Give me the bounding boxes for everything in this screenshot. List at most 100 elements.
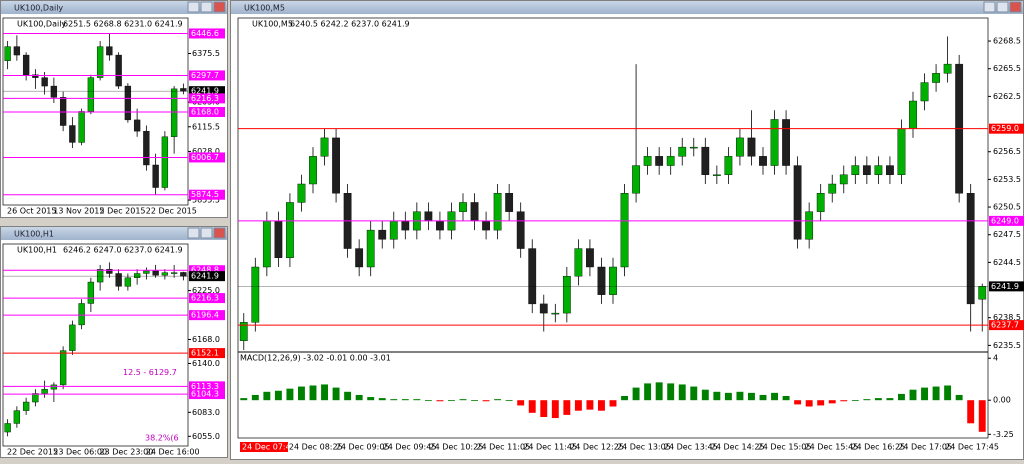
candle-body — [41, 77, 48, 87]
macd-bar — [378, 398, 386, 401]
candle-body — [355, 248, 364, 268]
level-label: 6196.4 — [191, 311, 219, 320]
candle-body — [32, 393, 39, 403]
macd-bar — [736, 391, 744, 401]
macd-bar — [482, 400, 490, 402]
y-tick-label: 6250.5 — [993, 203, 1021, 212]
macd-bar — [436, 400, 444, 402]
candle-body — [96, 46, 104, 78]
candle-body — [620, 193, 629, 268]
y-tick-label: 6238.5 — [993, 313, 1021, 322]
candle-body — [782, 119, 790, 166]
level-tag — [989, 215, 1024, 226]
level-label: 6259.0 — [991, 124, 1019, 133]
macd-bar — [517, 400, 525, 406]
symbol-info: UK100,H1 — [17, 246, 57, 255]
annotation: 38.2%(6 — [145, 434, 179, 443]
x-tick-label: 24 Dec 16:00 — [146, 448, 200, 457]
macd-bar — [898, 393, 905, 401]
x-tick-label: 24 Dec 09:45 — [383, 443, 437, 452]
candle-body — [297, 183, 306, 203]
candle-body — [701, 146, 710, 175]
macd-bar — [955, 394, 963, 401]
candle-body — [69, 324, 76, 351]
candle-body — [551, 312, 560, 315]
macd-bar — [494, 399, 502, 401]
window-button[interactable] — [996, 1, 1009, 13]
x-tick-label: 24 Dec 13:05 — [617, 443, 671, 452]
candle-body — [133, 273, 141, 278]
window-button[interactable] — [187, 1, 200, 13]
macd-bar — [909, 389, 917, 401]
candle-body — [13, 46, 21, 56]
candle-body — [793, 165, 802, 240]
candle-body — [32, 74, 39, 78]
candle-body — [759, 156, 767, 166]
candle-body — [724, 156, 733, 175]
macd-bar — [701, 389, 709, 401]
y-tick-label: 0.00 — [993, 396, 1011, 405]
candle-body — [689, 146, 698, 149]
annotation: 12.5 - 6129.7 — [123, 368, 177, 377]
candle-body — [816, 193, 825, 212]
title-bar — [1, 1, 227, 14]
x-tick-label: 24 Dec 16:25 — [851, 443, 905, 452]
macd-bar — [609, 400, 617, 407]
window-button[interactable] — [200, 227, 213, 239]
macd-bar — [644, 383, 652, 401]
level-tag — [189, 93, 225, 104]
candle-body — [897, 128, 906, 175]
y-tick-label: 6265.5 — [993, 64, 1021, 73]
macd-bar — [967, 400, 975, 424]
candle-body — [839, 174, 848, 185]
window-button[interactable] — [1009, 1, 1022, 13]
window-button[interactable] — [213, 1, 226, 13]
candle-body — [170, 272, 178, 274]
macd-bar — [851, 400, 859, 401]
candle-body — [161, 272, 169, 276]
macd-bar — [563, 400, 571, 415]
macd-bar — [759, 394, 767, 401]
y-tick-label: 6375.5 — [192, 49, 220, 58]
candle-body — [69, 125, 76, 143]
macd-bar — [540, 400, 548, 417]
candle-body — [4, 423, 11, 433]
y-tick-label: -3.25 — [993, 430, 1014, 439]
candle-body — [161, 136, 169, 188]
x-tick-label: 24 Dec 17:45 — [945, 443, 999, 452]
window-title: UK100,H1 — [14, 230, 54, 239]
ohlc-info: 6251.5 6268.8 6231.0 6241.9 — [63, 20, 183, 29]
level-label: 6168.0 — [191, 107, 219, 116]
candle-body — [41, 388, 48, 394]
candle-body — [366, 229, 375, 268]
window-button[interactable] — [983, 1, 996, 13]
x-tick-label: 24 Dec 17:05 — [898, 443, 952, 452]
candle-body — [505, 193, 514, 212]
macd-bar — [551, 400, 559, 419]
level-tag — [189, 348, 225, 359]
candle-body — [562, 276, 571, 314]
macd-bar — [805, 400, 813, 407]
macd-label: MACD(12,26,9) -3.02 -0.01 0.00 -3.01 — [240, 354, 391, 363]
candle-body — [115, 273, 122, 287]
symbol-info: UK100,M5 — [252, 20, 293, 29]
candle-body — [251, 266, 260, 323]
macd-bar — [886, 398, 894, 401]
window-button[interactable] — [213, 227, 226, 239]
x-tick-label: 24 Dec 11:45 — [523, 443, 577, 452]
window-button[interactable] — [200, 1, 213, 13]
macd-bar — [794, 400, 802, 405]
candle-body — [152, 164, 159, 188]
candle-body — [22, 401, 30, 411]
window-button[interactable] — [187, 227, 200, 239]
level-tag — [189, 310, 225, 321]
macd-bar — [413, 399, 421, 401]
candle-body — [874, 165, 883, 175]
level-label: 6297.7 — [191, 71, 219, 80]
ohlc-info: 6246.2 6247.0 6237.0 6241.9 — [63, 246, 183, 255]
level-tag — [189, 389, 225, 400]
level-tag — [989, 320, 1024, 331]
candle-body — [482, 220, 490, 231]
candle-body — [143, 270, 150, 274]
